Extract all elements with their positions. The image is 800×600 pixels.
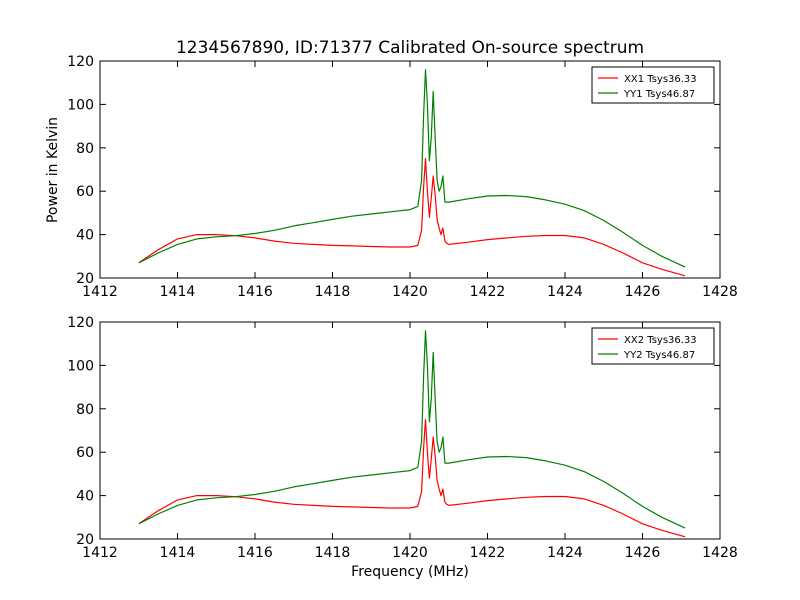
y-tick-label: 20: [76, 271, 94, 287]
x-tick-label: 1418: [315, 545, 351, 561]
x-tick-label: 1412: [82, 545, 118, 561]
y-tick-label: 40: [76, 489, 94, 505]
legend-label: XX1 Tsys36.33: [624, 74, 697, 85]
y-tick-label: 60: [76, 184, 94, 200]
x-tick-label: 1412: [82, 284, 118, 300]
x-tick-label: 1428: [702, 284, 738, 300]
series-line-yy2: [138, 330, 686, 529]
y-tick-label: 120: [67, 315, 94, 331]
figure-title: 1234567890, ID:71377 Calibrated On-sourc…: [176, 38, 644, 58]
y-tick-label: 120: [67, 54, 94, 70]
x-tick-label: 1418: [315, 284, 351, 300]
x-axis-label: Frequency (MHz): [351, 564, 469, 580]
x-tick-label: 1414: [160, 545, 196, 561]
legend-label: YY2 Tsys46.87: [623, 350, 695, 361]
x-tick-label: 1426: [625, 284, 661, 300]
legend-box: [591, 327, 715, 365]
x-tick-label: 1416: [237, 545, 273, 561]
x-tick-label: 1424: [547, 545, 583, 561]
legend-label: YY1 Tsys46.87: [623, 89, 695, 100]
x-tick-label: 1428: [702, 545, 738, 561]
y-tick-label: 20: [76, 532, 94, 548]
x-tick-label: 1416: [237, 284, 273, 300]
y-tick-label: 60: [76, 445, 94, 461]
x-tick-label: 1426: [625, 545, 661, 561]
y-tick-label: 100: [67, 358, 94, 374]
top-y-axis-label: Power in Kelvin: [45, 117, 61, 223]
series-line-xx2: [138, 419, 686, 538]
x-tick-label: 1424: [547, 284, 583, 300]
y-tick-label: 100: [67, 97, 94, 113]
y-tick-label: 40: [76, 228, 94, 244]
y-tick-label: 80: [76, 402, 94, 418]
x-tick-label: 1420: [392, 545, 428, 561]
legend-box: [591, 66, 715, 104]
x-tick-label: 1420: [392, 284, 428, 300]
y-tick-label: 80: [76, 141, 94, 157]
series-line-xx1: [138, 158, 686, 277]
x-tick-label: 1422: [470, 284, 506, 300]
top-panel: Power in Kelvin 1412 1414 1416 1418 1420 1422…: [45, 54, 738, 300]
legend-label: XX2 Tsys36.33: [624, 335, 697, 346]
series-line-yy1: [138, 69, 686, 268]
bottom-panel: Frequency (MHz) 1412 1414 1416 1418 1420 1422…: [67, 315, 738, 580]
x-tick-label: 1414: [160, 284, 196, 300]
x-tick-label: 1422: [470, 545, 506, 561]
